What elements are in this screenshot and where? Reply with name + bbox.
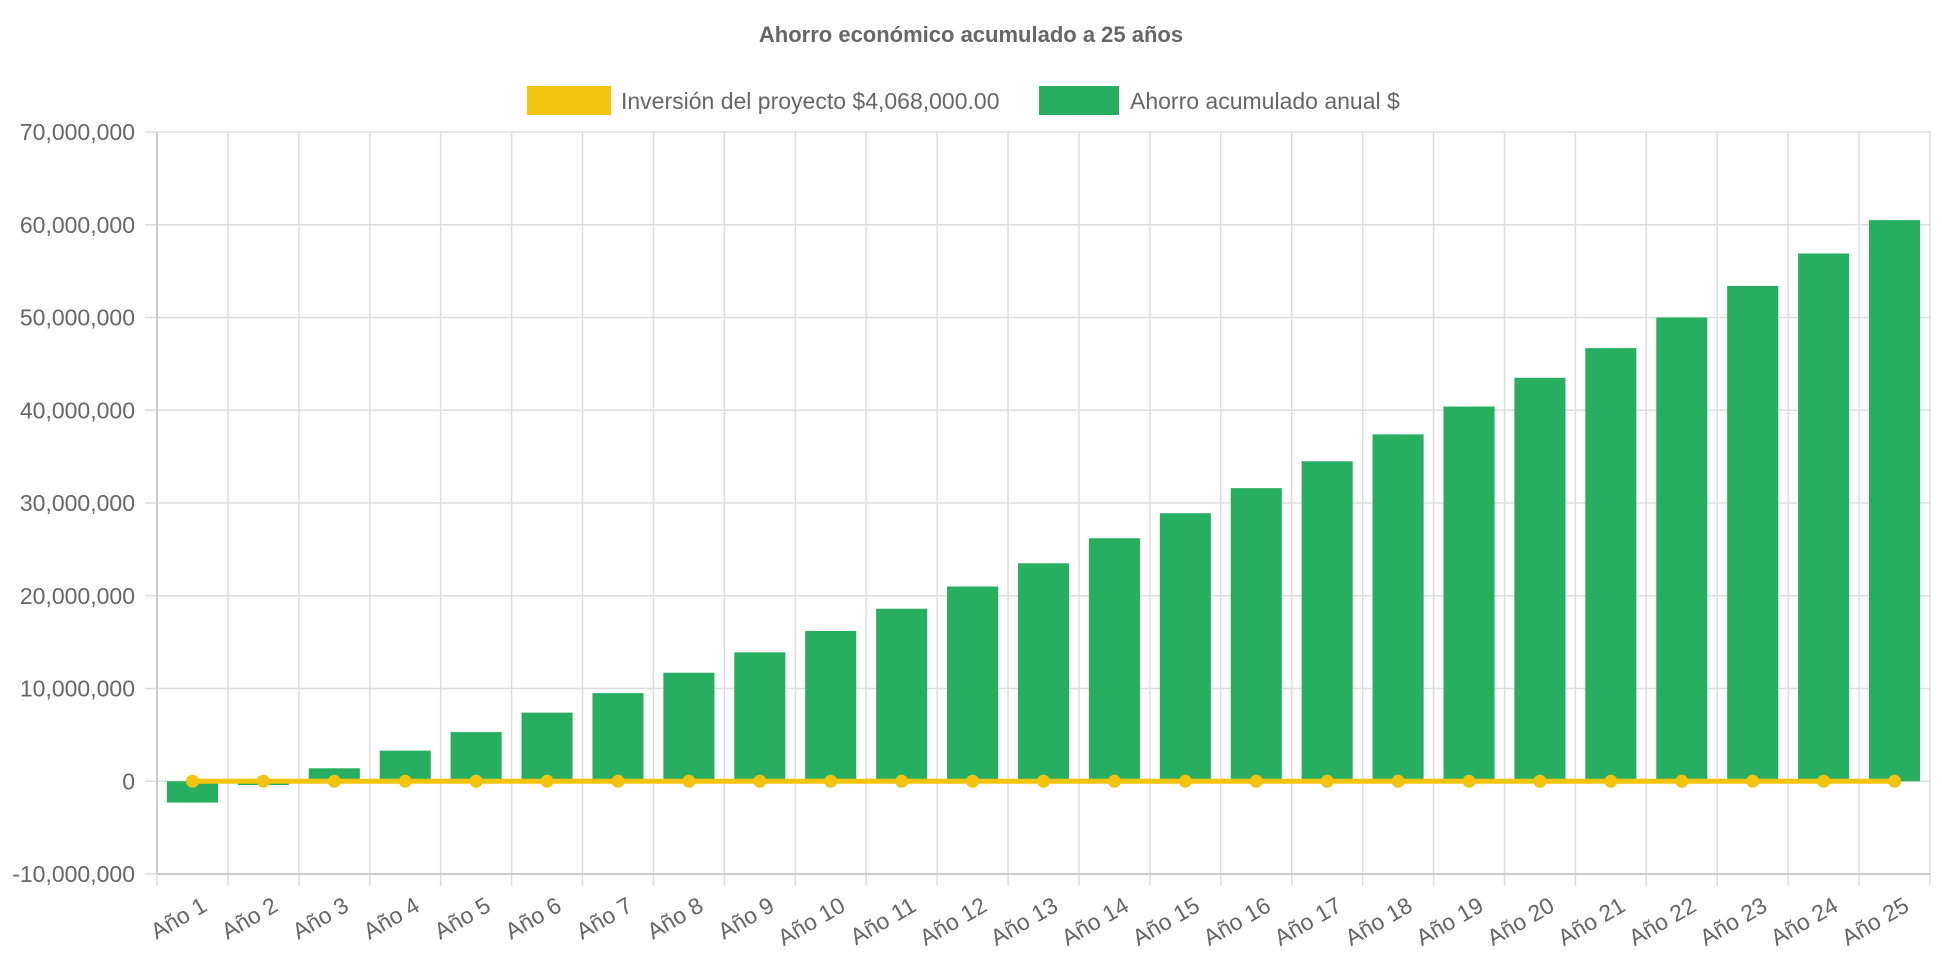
x-tick-label: Año 20 <box>1482 892 1558 951</box>
x-tick-label: Año 23 <box>1695 892 1771 951</box>
bar-19[interactable] <box>1443 406 1495 782</box>
y-tick-label: 20,000,000 <box>20 583 135 609</box>
investment-point-22[interactable] <box>1675 774 1689 788</box>
x-tick-label: Año 9 <box>713 892 778 945</box>
bar-10[interactable] <box>805 630 857 782</box>
y-tick-label: 0 <box>122 768 135 794</box>
bar-18[interactable] <box>1372 434 1424 782</box>
investment-point-3[interactable] <box>327 774 341 788</box>
investment-point-24[interactable] <box>1817 774 1831 788</box>
bar-25[interactable] <box>1869 220 1921 782</box>
x-tick-label: Año 12 <box>915 892 991 951</box>
bar-16[interactable] <box>1230 488 1282 782</box>
investment-point-9[interactable] <box>753 774 767 788</box>
legend-label-investment: Inversión del proyecto $4,068,000.00 <box>621 88 1000 114</box>
y-tick-label: 70,000,000 <box>20 119 135 145</box>
investment-point-11[interactable] <box>895 774 909 788</box>
investment-point-4[interactable] <box>398 774 412 788</box>
x-tick-label: Año 5 <box>430 892 495 945</box>
x-tick-label: Año 16 <box>1199 892 1275 951</box>
legend-item-investment[interactable]: Inversión del proyecto $4,068,000.00 <box>527 86 1000 115</box>
x-tick-label: Año 6 <box>501 892 566 945</box>
bar-23[interactable] <box>1727 285 1779 782</box>
investment-point-10[interactable] <box>824 774 838 788</box>
y-tick-label: 40,000,000 <box>20 397 135 423</box>
x-tick-label: Año 17 <box>1270 892 1346 951</box>
x-tick-label: Año 15 <box>1128 892 1204 951</box>
bar-24[interactable] <box>1798 253 1850 782</box>
x-tick-label: Año 8 <box>642 892 707 945</box>
bar-20[interactable] <box>1514 377 1566 782</box>
bar-7[interactable] <box>592 693 644 782</box>
legend-swatch-savings <box>1039 86 1119 115</box>
bar-13[interactable] <box>1017 563 1070 782</box>
x-tick-label: Año 22 <box>1624 892 1700 951</box>
investment-point-1[interactable] <box>185 774 199 788</box>
chart-title: Ahorro económico acumulado a 25 años <box>759 22 1183 47</box>
y-axis-ticks: 70,000,000 60,000,000 50,000,000 40,000,000… <box>12 119 135 887</box>
x-tick-label: Año 24 <box>1766 892 1842 951</box>
investment-point-17[interactable] <box>1320 774 1334 788</box>
x-tick-label: Año 14 <box>1057 892 1133 951</box>
x-tick-label: Año 25 <box>1837 892 1913 951</box>
bar-9[interactable] <box>734 652 786 782</box>
bar-17[interactable] <box>1301 461 1353 782</box>
x-tick-label: Año 19 <box>1411 892 1487 951</box>
legend-item-savings[interactable]: Ahorro acumulado anual $ <box>1039 86 1400 115</box>
investment-point-20[interactable] <box>1533 774 1547 788</box>
x-tick-label: Año 2 <box>217 892 282 945</box>
investment-point-16[interactable] <box>1249 774 1263 788</box>
bar-5[interactable] <box>450 732 502 782</box>
x-tick-label: Año 18 <box>1341 892 1417 951</box>
x-tick-label: Año 11 <box>846 892 921 950</box>
investment-point-6[interactable] <box>540 774 554 788</box>
investment-point-19[interactable] <box>1462 774 1476 788</box>
investment-line <box>185 774 1902 788</box>
bar-14[interactable] <box>1088 538 1140 782</box>
investment-point-14[interactable] <box>1107 774 1121 788</box>
bar-1[interactable] <box>166 781 218 803</box>
investment-point-15[interactable] <box>1178 774 1192 788</box>
investment-point-7[interactable] <box>611 774 625 788</box>
legend: Inversión del proyecto $4,068,000.00 Aho… <box>527 86 1400 115</box>
y-tick-label: 30,000,000 <box>20 490 135 516</box>
investment-point-8[interactable] <box>682 774 696 788</box>
x-tick-label: Año 21 <box>1553 892 1629 951</box>
bar-12[interactable] <box>947 586 999 782</box>
legend-swatch-investment <box>527 86 611 115</box>
x-tick-label: Año 7 <box>571 892 636 945</box>
bar-8[interactable] <box>663 672 715 782</box>
investment-point-25[interactable] <box>1888 774 1902 788</box>
investment-point-12[interactable] <box>966 774 980 788</box>
bar-15[interactable] <box>1159 513 1211 782</box>
y-tick-label: 60,000,000 <box>20 212 135 238</box>
y-tick-label: 10,000,000 <box>20 676 135 702</box>
x-tick-label: Año 4 <box>359 892 424 945</box>
bar-21[interactable] <box>1585 348 1637 782</box>
investment-point-21[interactable] <box>1604 774 1618 788</box>
bar-11[interactable] <box>876 608 928 782</box>
x-tick-label: Año 3 <box>288 892 353 945</box>
legend-label-savings: Ahorro acumulado anual $ <box>1130 88 1400 114</box>
y-tick-label: -10,000,000 <box>12 861 135 887</box>
investment-point-2[interactable] <box>256 774 270 788</box>
x-tick-label: Año 1 <box>146 892 211 945</box>
investment-point-23[interactable] <box>1746 774 1760 788</box>
investment-point-5[interactable] <box>469 774 483 788</box>
x-tick-label: Año 13 <box>986 892 1062 951</box>
investment-point-13[interactable] <box>1037 774 1050 788</box>
bar-22[interactable] <box>1656 317 1708 782</box>
investment-point-18[interactable] <box>1391 774 1405 788</box>
bars <box>166 220 1921 803</box>
grid <box>145 131 1931 886</box>
x-axis-ticks: Año 1 Año 2 Año 3 Año 4 Año 5 Año 6 Año 7 Año 8… <box>146 892 1913 951</box>
y-tick-label: 50,000,000 <box>20 305 135 331</box>
bar-6[interactable] <box>521 712 573 782</box>
x-tick-label: Año 10 <box>773 892 849 951</box>
